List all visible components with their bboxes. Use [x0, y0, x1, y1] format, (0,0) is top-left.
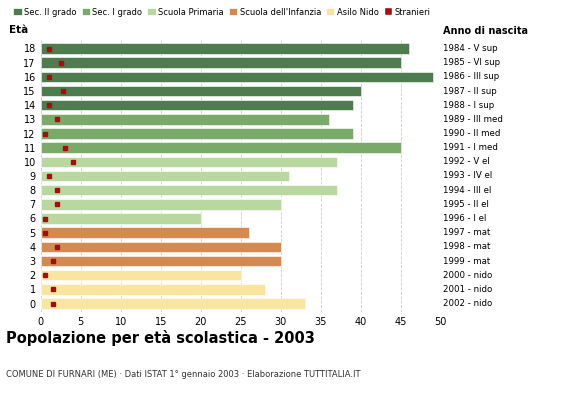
Bar: [41, 242, 281, 252]
Bar: [41, 57, 401, 68]
Text: 1984 - V sup: 1984 - V sup: [444, 44, 498, 53]
Text: 1997 - mat: 1997 - mat: [444, 228, 491, 237]
Bar: [41, 298, 305, 309]
Text: 1995 - II el: 1995 - II el: [444, 200, 490, 209]
Bar: [41, 213, 201, 224]
Text: 1998 - mat: 1998 - mat: [444, 242, 491, 251]
Text: 2002 - nido: 2002 - nido: [444, 299, 493, 308]
Text: 1993 - IV el: 1993 - IV el: [444, 172, 493, 180]
Bar: [41, 270, 241, 280]
Text: 2001 - nido: 2001 - nido: [444, 285, 493, 294]
Bar: [41, 256, 281, 266]
Text: 1991 - I med: 1991 - I med: [444, 143, 498, 152]
Text: 1987 - II sup: 1987 - II sup: [444, 86, 497, 96]
Bar: [41, 142, 401, 153]
Bar: [41, 156, 337, 167]
Bar: [41, 185, 337, 196]
Text: 1986 - III sup: 1986 - III sup: [444, 72, 500, 81]
Text: Popolazione per età scolastica - 2003: Popolazione per età scolastica - 2003: [6, 330, 315, 346]
Text: 1994 - III el: 1994 - III el: [444, 186, 492, 195]
Bar: [41, 199, 281, 210]
Text: 2000 - nido: 2000 - nido: [444, 271, 493, 280]
Text: 1999 - mat: 1999 - mat: [444, 256, 491, 266]
Text: COMUNE DI FURNARI (ME) · Dati ISTAT 1° gennaio 2003 · Elaborazione TUTTITALIA.IT: COMUNE DI FURNARI (ME) · Dati ISTAT 1° g…: [6, 370, 360, 379]
Text: 1996 - I el: 1996 - I el: [444, 214, 487, 223]
Bar: [41, 86, 361, 96]
Legend: Sec. II grado, Sec. I grado, Scuola Primaria, Scuola dell'Infanzia, Asilo Nido, : Sec. II grado, Sec. I grado, Scuola Prim…: [10, 4, 434, 20]
Bar: [41, 100, 353, 110]
Text: 1990 - II med: 1990 - II med: [444, 129, 501, 138]
Bar: [41, 114, 329, 125]
Text: Anno di nascita: Anno di nascita: [444, 26, 528, 36]
Bar: [41, 227, 249, 238]
Text: 1985 - VI sup: 1985 - VI sup: [444, 58, 501, 67]
Bar: [41, 72, 433, 82]
Bar: [41, 43, 409, 54]
Bar: [41, 284, 264, 295]
Text: 1988 - I sup: 1988 - I sup: [444, 101, 495, 110]
Bar: [41, 171, 289, 181]
Bar: [41, 128, 353, 139]
Text: Età: Età: [9, 24, 28, 34]
Text: 1992 - V el: 1992 - V el: [444, 157, 490, 166]
Text: 1989 - III med: 1989 - III med: [444, 115, 503, 124]
